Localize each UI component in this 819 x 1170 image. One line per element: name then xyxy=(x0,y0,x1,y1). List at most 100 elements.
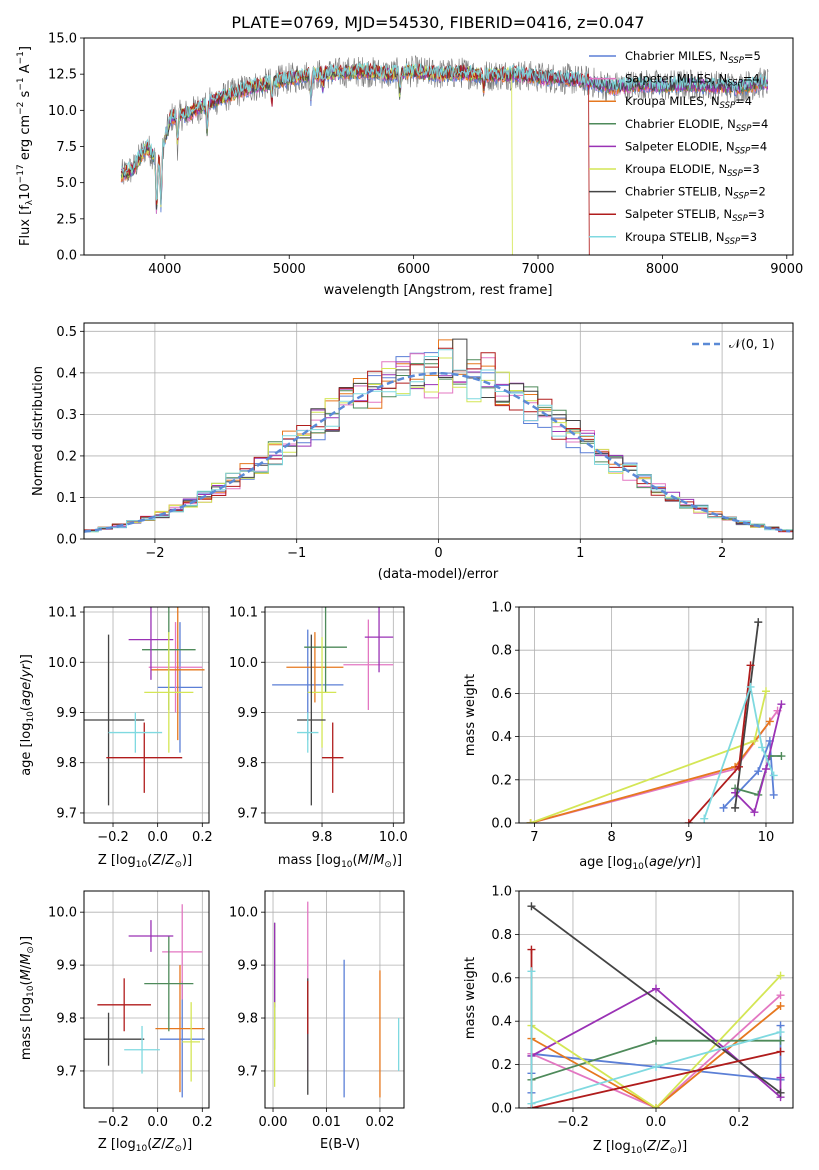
mass-vs-metallicity-panel: −0.2 0.0 0.29.79.89.910.0 Z [log10(Z/Z⊙)] … xyxy=(19,890,213,1154)
y-tick-label: 9.9 xyxy=(237,959,258,974)
x-tick-label: 0.02 xyxy=(365,1115,394,1130)
plus-marker xyxy=(769,771,778,780)
axes-frame xyxy=(83,890,210,1109)
mass-vs-extinction-plot-area: 0.00 0.01 0.02 9.7 9.8 9.9 10.0 xyxy=(229,890,405,1130)
plus-marker xyxy=(526,819,535,823)
y-tick-label: 9.7 xyxy=(237,1064,258,1079)
plot-marks xyxy=(272,607,394,806)
axis-ticks: 0.00 0.01 0.02 9.7 9.8 9.9 10.0 xyxy=(229,891,404,1130)
error-bar-point xyxy=(84,1012,145,1066)
x-tick-label: 0.0 xyxy=(147,1115,168,1130)
residual-histogram xyxy=(84,347,793,532)
x-tick-label: 8 xyxy=(607,830,615,845)
error-bar-point xyxy=(297,712,319,753)
plus-marker xyxy=(750,736,759,745)
error-bar-point xyxy=(155,965,205,1093)
age-vs-metallicity-plot-area: −0.2 0.0 0.2 9.7 9.8 9.9 10.0 10.1 xyxy=(48,606,213,845)
x-tick-label: 0 xyxy=(434,546,442,561)
plus-marker xyxy=(527,967,536,976)
plus-marker xyxy=(750,808,759,817)
plot-marks xyxy=(273,901,400,1098)
plus-marker xyxy=(776,1073,785,1082)
residual-legend: 𝒩(0, 1) xyxy=(692,336,775,351)
mass-weight-vs-age-panel: 7 8 9 10 0.0 0.2 0.4 0.6 0.8 1.0 age [log10(age/y… xyxy=(463,601,794,872)
y-tick-label: 9.9 xyxy=(56,959,77,974)
age-mass-x-label: mass [log10(M/M⊙)] xyxy=(278,853,402,870)
y-tick-label: 0.8 xyxy=(491,928,512,943)
x-tick-label: −1 xyxy=(287,546,306,561)
axis-ticks: 4000 5000 6000 7000 8000 9000 0.0 2.5 5.0 7.5 10.0… xyxy=(48,32,803,278)
x-tick-label: −0.2 xyxy=(97,830,129,845)
error-bar-point xyxy=(148,622,203,713)
plot-marks xyxy=(526,618,786,823)
error-bar-point xyxy=(286,632,344,703)
error-bar-point xyxy=(150,607,205,741)
y-tick-label: 9.8 xyxy=(237,756,258,771)
x-tick-label: 0.2 xyxy=(729,1115,750,1130)
residual-y-label: Normed distribution xyxy=(31,366,46,496)
x-tick-label: −0.2 xyxy=(97,1115,129,1130)
error-bar-point xyxy=(297,634,326,806)
y-tick-label: 0.6 xyxy=(491,687,512,702)
axes-frame xyxy=(518,890,794,1109)
plus-marker xyxy=(777,752,786,761)
y-tick-label: 9.7 xyxy=(237,806,258,821)
y-tick-label: 0.8 xyxy=(491,644,512,659)
plus-marker xyxy=(754,767,763,776)
y-tick-label: 0.0 xyxy=(491,817,512,832)
mass-vs-extinction-panel: 0.00 0.01 0.02 9.7 9.8 9.9 10.0 E(B-V) xyxy=(229,890,405,1152)
y-tick-label: 10.0 xyxy=(229,906,258,921)
error-bar-point xyxy=(128,920,174,952)
x-tick-label: 6000 xyxy=(397,262,430,277)
axes-frame xyxy=(264,606,405,824)
plus-marker xyxy=(652,1104,660,1108)
x-tick-label: 4000 xyxy=(148,262,181,277)
y-tick-label: 7.5 xyxy=(56,140,77,155)
age-metallicity-x-label: Z [log10(Z/Z⊙)] xyxy=(98,853,192,870)
x-tick-label: 1 xyxy=(576,546,584,561)
error-bar-point xyxy=(159,980,205,1098)
y-tick-label: 9.8 xyxy=(237,1012,258,1027)
mass-weight-line xyxy=(530,971,781,1105)
y-tick-label: 1.0 xyxy=(491,601,512,616)
x-tick-label: −2 xyxy=(145,546,164,561)
x-tick-label: 0.2 xyxy=(192,1115,213,1130)
plus-marker xyxy=(527,902,536,911)
plus-marker xyxy=(769,790,778,799)
plus-marker xyxy=(719,803,728,812)
axis-ticks: −0.2 0.0 0.2 9.7 9.8 9.9 10.0 xyxy=(48,891,213,1130)
y-tick-label: 9.8 xyxy=(56,1012,77,1027)
age-y-label: age [log10(age/yr)] xyxy=(19,654,36,776)
y-tick-label: 0.2 xyxy=(491,1058,512,1073)
plot-marks xyxy=(84,904,205,1098)
error-bar-point xyxy=(162,904,203,1000)
y-tick-label: 2.5 xyxy=(56,212,77,227)
legend-entry: Salpeter ELODIE, NSSP=4 xyxy=(625,139,767,156)
y-tick-label: 9.9 xyxy=(56,706,77,721)
mass-vs-metallicity-plot-area: −0.2 0.0 0.2 9.7 9.8 9.9 10.0 xyxy=(48,890,213,1130)
y-tick-label: 5.0 xyxy=(56,176,77,191)
mass-y-label: mass [log10(M/M⊙)] xyxy=(19,936,36,1060)
plus-marker xyxy=(652,984,660,993)
error-bar-point xyxy=(343,619,394,710)
mass-weight-metallicity-x-label: Z [log10(Z/Z⊙)] xyxy=(593,1139,687,1156)
mass-weight-line xyxy=(531,994,782,1108)
error-bar-point xyxy=(182,1002,201,1082)
residual-histogram xyxy=(84,349,793,533)
plus-marker xyxy=(754,618,763,627)
plus-marker xyxy=(776,1088,785,1097)
y-tick-label: 9.9 xyxy=(237,706,258,721)
age-vs-metallicity-panel: −0.2 0.0 0.2 9.7 9.8 9.9 10.0 10.1 Z [log10(Z/Z… xyxy=(19,606,213,870)
spectrum-x-label: wavelength [Angstrom, rest frame] xyxy=(324,283,553,298)
y-tick-label: 9.7 xyxy=(56,806,77,821)
error-bar-point xyxy=(144,935,194,1032)
axes-frame xyxy=(83,322,794,540)
y-tick-label: 1.0 xyxy=(491,885,512,900)
mass-weight-vs-metallicity-plot-area: −0.2 0.0 0.2 0.0 0.2 0.4 0.6 0.8 1.0 xyxy=(491,885,794,1130)
plus-marker xyxy=(776,1036,785,1045)
y-tick-label: 0.5 xyxy=(56,325,77,340)
legend-entry: Chabrier ELODIE, NSSP=4 xyxy=(625,117,768,134)
y-tick-label: 0.0 xyxy=(491,1102,512,1117)
plus-marker xyxy=(761,765,770,773)
error-bar-point xyxy=(97,978,151,1032)
